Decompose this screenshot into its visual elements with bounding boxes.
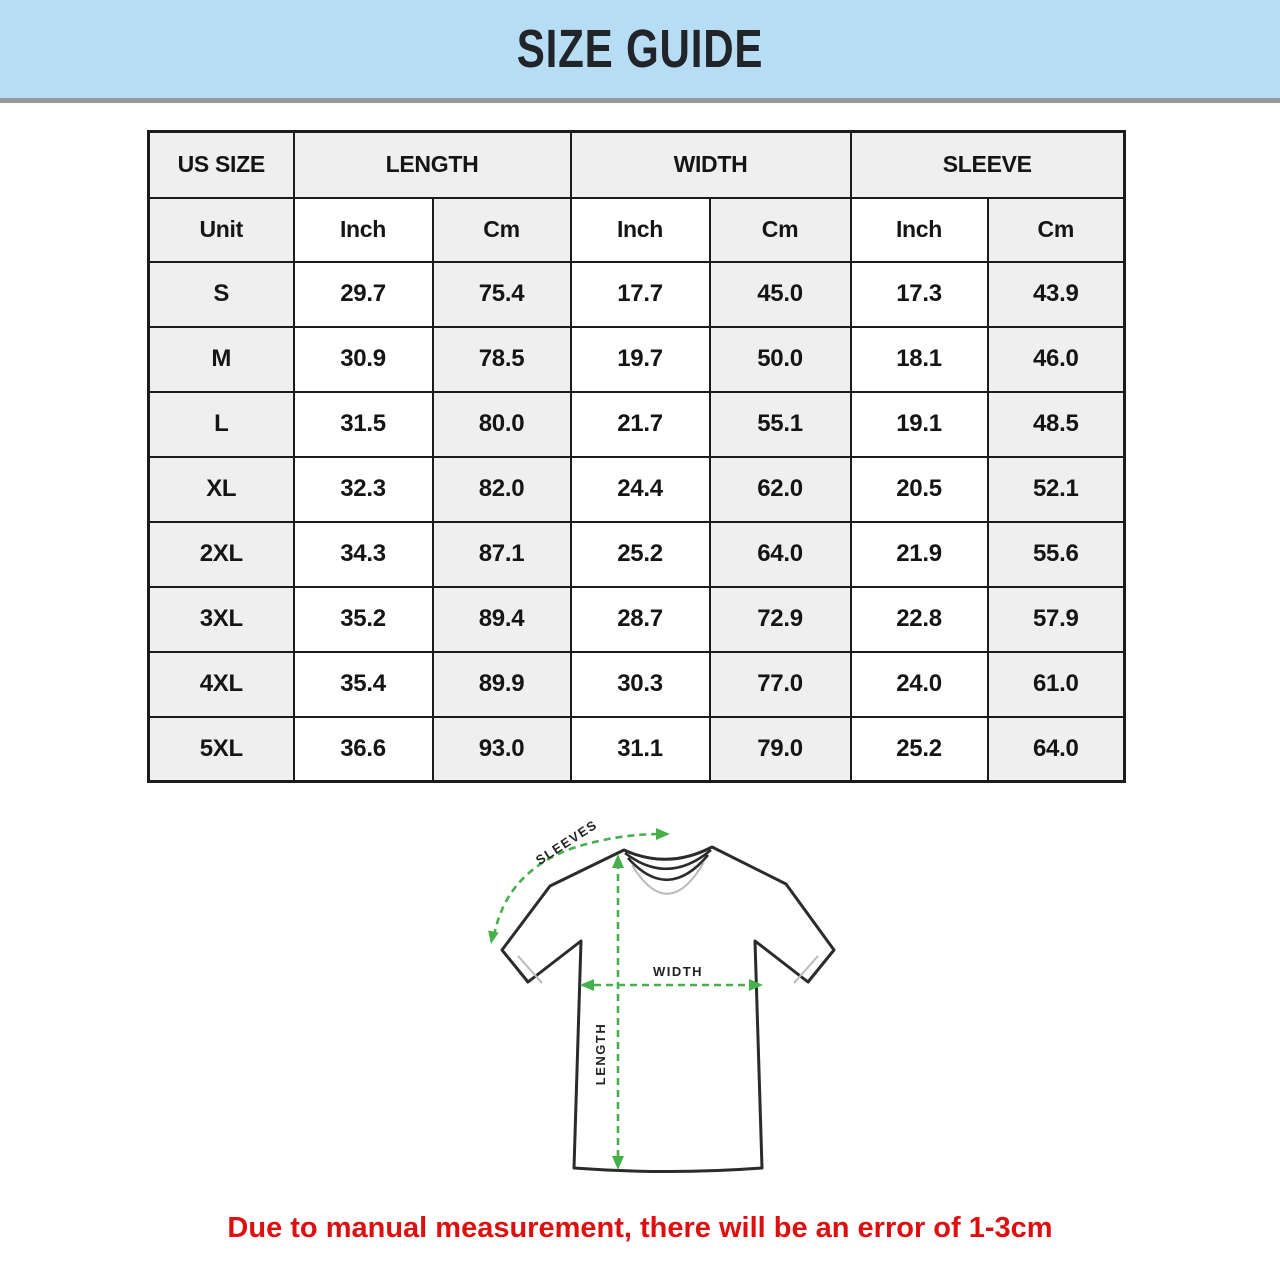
value-cell: 50.0 [708, 325, 852, 393]
table-row: 2XL 34.3 87.1 25.2 64.0 21.9 55.6 [147, 520, 1126, 588]
value-cell: 55.1 [708, 390, 852, 458]
value-cell: 28.7 [569, 585, 711, 653]
value-cell: 17.7 [569, 260, 711, 328]
value-cell: 87.1 [431, 520, 572, 588]
value-cell: 61.0 [986, 650, 1126, 718]
value-cell: 17.3 [849, 260, 989, 328]
value-cell: 19.7 [569, 325, 711, 393]
value-cell: 21.9 [849, 520, 989, 588]
value-cell: 25.2 [849, 715, 989, 783]
size-cell: S [147, 260, 295, 328]
width-cm-header: Cm [708, 196, 852, 263]
value-cell: 43.9 [986, 260, 1126, 328]
table-row: S 29.7 75.4 17.7 45.0 17.3 43.9 [147, 260, 1126, 328]
length-arrow: LENGTH [593, 854, 624, 1170]
unit-header-row: Unit Inch Cm Inch Cm Inch Cm [147, 196, 1126, 263]
sleeves-label: SLEEVES [533, 817, 600, 868]
value-cell: 82.0 [431, 455, 572, 523]
value-cell: 57.9 [986, 585, 1126, 653]
value-cell: 35.4 [292, 650, 434, 718]
sleeve-inch-header: Inch [849, 196, 989, 263]
value-cell: 31.1 [569, 715, 711, 783]
value-cell: 45.0 [708, 260, 852, 328]
size-cell: 5XL [147, 715, 295, 783]
size-cell: M [147, 325, 295, 393]
value-cell: 34.3 [292, 520, 434, 588]
value-cell: 30.3 [569, 650, 711, 718]
table-row: 5XL 36.6 93.0 31.1 79.0 25.2 64.0 [147, 715, 1126, 783]
value-cell: 46.0 [986, 325, 1126, 393]
value-cell: 62.0 [708, 455, 852, 523]
arrowhead [612, 1156, 624, 1170]
unit-label: Unit [147, 196, 295, 263]
value-cell: 48.5 [986, 390, 1126, 458]
value-cell: 31.5 [292, 390, 434, 458]
size-cell: 3XL [147, 585, 295, 653]
value-cell: 19.1 [849, 390, 989, 458]
width-label: WIDTH [653, 964, 703, 979]
arrowhead [656, 828, 670, 840]
value-cell: 72.9 [708, 585, 852, 653]
value-cell: 79.0 [708, 715, 852, 783]
right-cuff-seam [793, 955, 819, 984]
value-cell: 20.5 [849, 455, 989, 523]
value-cell: 89.4 [431, 585, 572, 653]
title-banner: SIZE GUIDE [0, 0, 1280, 103]
value-cell: 29.7 [292, 260, 434, 328]
value-cell: 22.8 [849, 585, 989, 653]
header-width: WIDTH [569, 130, 852, 199]
value-cell: 24.4 [569, 455, 711, 523]
header-us-size: US SIZE [147, 130, 295, 199]
group-header-row: US SIZE LENGTH WIDTH SLEEVE [147, 130, 1126, 199]
arrowhead [580, 979, 594, 991]
length-cm-header: Cm [431, 196, 572, 263]
header-sleeve: SLEEVE [849, 130, 1126, 199]
value-cell: 36.6 [292, 715, 434, 783]
value-cell: 35.2 [292, 585, 434, 653]
tshirt-outline [500, 845, 836, 1173]
value-cell: 64.0 [986, 715, 1126, 783]
table-row: 4XL 35.4 89.9 30.3 77.0 24.0 61.0 [147, 650, 1126, 718]
table-row: 3XL 35.2 89.4 28.7 72.9 22.8 57.9 [147, 585, 1126, 653]
value-cell: 80.0 [431, 390, 572, 458]
tshirt-diagram-svg: SLEEVES WIDTH LENGTH [488, 817, 836, 1173]
arrowhead [488, 930, 499, 944]
value-cell: 18.1 [849, 325, 989, 393]
size-cell: L [147, 390, 295, 458]
size-cell: 2XL [147, 520, 295, 588]
value-cell: 78.5 [431, 325, 572, 393]
arrowhead [749, 979, 763, 991]
measurement-error-note: Due to manual measurement, there will be… [227, 1212, 1053, 1244]
size-cell: XL [147, 455, 295, 523]
value-cell: 93.0 [431, 715, 572, 783]
value-cell: 24.0 [849, 650, 989, 718]
table-row: XL 32.3 82.0 24.4 62.0 20.5 52.1 [147, 455, 1126, 523]
length-inch-header: Inch [292, 196, 434, 263]
collar-lines [624, 849, 712, 881]
value-cell: 30.9 [292, 325, 434, 393]
value-cell: 55.6 [986, 520, 1126, 588]
collar-seam-line [631, 861, 705, 895]
arrowhead [612, 854, 624, 868]
value-cell: 25.2 [569, 520, 711, 588]
value-cell: 32.3 [292, 455, 434, 523]
value-cell: 89.9 [431, 650, 572, 718]
header-length: LENGTH [292, 130, 572, 199]
size-table: US SIZE LENGTH WIDTH SLEEVE Unit Inch Cm… [147, 130, 1126, 783]
value-cell: 52.1 [986, 455, 1126, 523]
page-title: SIZE GUIDE [516, 19, 764, 79]
value-cell: 75.4 [431, 260, 572, 328]
value-cell: 77.0 [708, 650, 852, 718]
value-cell: 64.0 [708, 520, 852, 588]
length-label: LENGTH [593, 1023, 608, 1085]
width-arrow: WIDTH [580, 964, 763, 991]
table-row: L 31.5 80.0 21.7 55.1 19.1 48.5 [147, 390, 1126, 458]
left-cuff-seam [517, 955, 543, 984]
table-row: M 30.9 78.5 19.7 50.0 18.1 46.0 [147, 325, 1126, 393]
tshirt-measurement-diagram: SLEEVES WIDTH LENGTH [478, 810, 878, 1198]
sleeve-cm-header: Cm [986, 196, 1126, 263]
size-cell: 4XL [147, 650, 295, 718]
width-inch-header: Inch [569, 196, 711, 263]
value-cell: 21.7 [569, 390, 711, 458]
